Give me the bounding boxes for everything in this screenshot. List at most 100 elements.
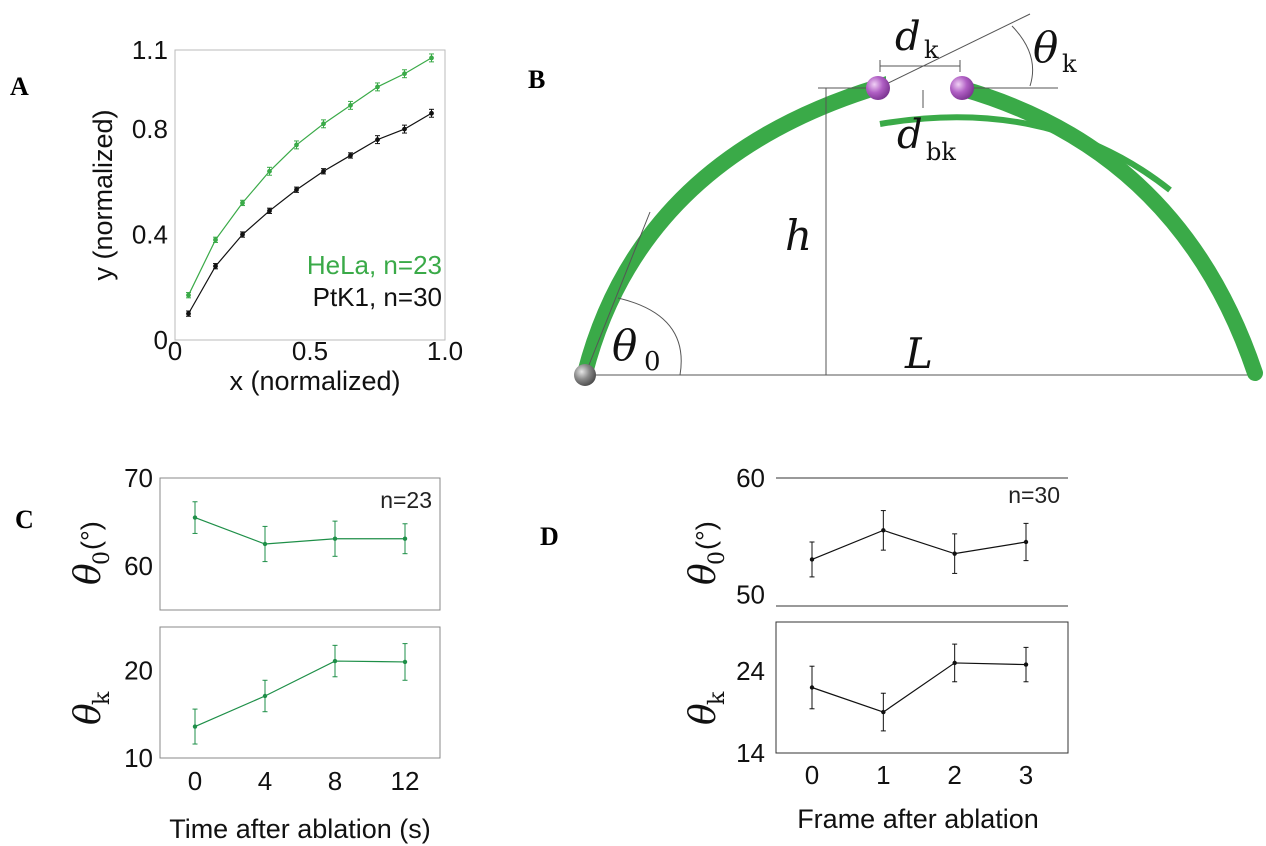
panel-c-top-series-point bbox=[262, 541, 268, 547]
base-tangent-line bbox=[584, 211, 651, 376]
panel-c-x-axis-label: Time after ablation (s) bbox=[169, 814, 431, 844]
theta-0-arc bbox=[617, 297, 682, 376]
panel-a-series-ptk1-point bbox=[186, 311, 191, 317]
panel-d-bottom-series-point bbox=[952, 660, 957, 666]
panel-d-top-series-point bbox=[1023, 539, 1029, 545]
label-theta-k-sub: k bbox=[1062, 50, 1077, 78]
panel-d-bottom-series-point bbox=[1023, 662, 1029, 667]
panel-a-y-tick-label: 0.8 bbox=[132, 114, 168, 144]
panel-d-top-ylabel-sub: 0 bbox=[705, 551, 730, 565]
panel-d-top-series-point bbox=[881, 528, 886, 533]
panel-a-y-tick-label: 0 bbox=[154, 325, 168, 355]
panel-d-bottom-series-point bbox=[881, 709, 886, 715]
label-h: h bbox=[785, 211, 812, 260]
panel-c-bottom-ylabel-sub: k bbox=[90, 691, 115, 705]
fiber-right-band bbox=[952, 80, 1263, 381]
panel-a-series-ptk1-point bbox=[267, 208, 272, 214]
panel-a-series-ptk1-point bbox=[240, 232, 245, 237]
panel-d-x-tick-label: 2 bbox=[947, 760, 961, 790]
fiber-inner-arc bbox=[879, 114, 1172, 193]
panel-c-top-ylabel-unit: (°) bbox=[76, 521, 106, 550]
panel-d-top-ylabel-unit: (°) bbox=[691, 521, 721, 550]
panel-a-y-tick-label: 0.4 bbox=[132, 220, 168, 250]
panel-a-series-hela-point bbox=[240, 200, 245, 206]
panel-d-top-ylabel-symbol: θ bbox=[683, 563, 724, 585]
panel-c-top-series-point bbox=[192, 515, 198, 520]
panel-label-b: B bbox=[528, 65, 545, 94]
panel-a-series-ptk1-point bbox=[429, 110, 434, 116]
panel-c-bottom-series-point bbox=[262, 693, 268, 699]
panel-d-x-tick-label: 3 bbox=[1019, 760, 1033, 790]
panel-d-bottom-y-tick-label: 24 bbox=[736, 656, 765, 686]
panel-c-bottom-ylabel: θ k bbox=[68, 691, 115, 725]
panel-a-series-ptk1-point bbox=[321, 168, 326, 174]
panel-c-bottom-series-point bbox=[192, 724, 198, 729]
panel-c-bottom-series-point bbox=[402, 659, 408, 665]
panel-a-series-hela-point bbox=[348, 102, 353, 108]
legend-ptk1: PtK1, n=30 bbox=[313, 282, 442, 312]
panel-c-x-tick-label: 4 bbox=[258, 766, 272, 796]
panel-c-bottom-y-tick-label: 20 bbox=[124, 656, 153, 686]
panel-d-top-y-tick-label: 60 bbox=[736, 463, 765, 493]
panel-a-series-hela-point bbox=[267, 168, 272, 174]
panel-d-x-axis-label: Frame after ablation bbox=[797, 804, 1039, 834]
label-theta-0: θ bbox=[612, 321, 637, 370]
panel-a-series-hela-point bbox=[294, 142, 299, 148]
panel-d-x-tick-label: 1 bbox=[876, 760, 890, 790]
label-dbk-sub: bk bbox=[926, 138, 956, 166]
label-dk-sub: k bbox=[924, 36, 939, 64]
panel-c-bottom-y-tick-label: 10 bbox=[124, 743, 153, 773]
panel-c-top-y-tick-label: 70 bbox=[124, 463, 153, 493]
panel-d-top-series-point bbox=[952, 551, 957, 556]
panel-label-a: A bbox=[10, 72, 29, 101]
panel-a-x-tick-label: 0.5 bbox=[292, 336, 328, 366]
panel-c-chart: 0 4 8 12 60 70 10 20 n=23 θ 0 (°) θ k Time afte… bbox=[68, 463, 441, 844]
panel-c-top-series-point bbox=[332, 536, 338, 541]
panel-d-top-ylabel: θ 0 (°) bbox=[683, 521, 730, 585]
panel-d-top-series-line bbox=[811, 529, 1027, 561]
panel-c-bottom-ylabel-symbol: θ bbox=[68, 703, 109, 725]
panel-a-series-hela-point bbox=[402, 71, 407, 77]
panel-c-bottom-series-point bbox=[332, 658, 338, 664]
panel-d-top-y-tick-label: 50 bbox=[736, 579, 765, 609]
panel-c-top-frame bbox=[159, 477, 441, 611]
fiber-left-band bbox=[577, 76, 886, 381]
panel-a-x-axis-label: x (normalized) bbox=[229, 366, 400, 396]
panel-c-x-tick-label: 0 bbox=[188, 766, 202, 796]
panel-label-c: C bbox=[15, 505, 34, 534]
panel-a-y-axis-label: y (normalized) bbox=[88, 109, 118, 280]
panel-c-x-tick-label: 8 bbox=[328, 766, 342, 796]
panel-a-series-ptk1-point bbox=[294, 187, 299, 193]
panel-a-series-hela-point bbox=[186, 292, 191, 298]
panel-a-series-ptk1-point bbox=[348, 153, 353, 158]
panel-a-series-hela-line bbox=[187, 57, 432, 296]
panel-a-plot-frame bbox=[174, 49, 446, 341]
panel-d-bottom-ylabel-sub: k bbox=[705, 691, 730, 705]
panel-d-bottom-y-tick-label: 14 bbox=[736, 738, 765, 768]
kink-sphere-left bbox=[866, 76, 890, 100]
panel-d-bottom-ylabel-symbol: θ bbox=[683, 703, 724, 725]
label-L: L bbox=[904, 329, 933, 378]
kink-sphere-right bbox=[950, 76, 974, 100]
legend-hela: HeLa, n=23 bbox=[307, 250, 442, 280]
theta-k-arc bbox=[1011, 25, 1034, 87]
panel-d-bottom-frame bbox=[775, 621, 1069, 754]
anchor-sphere bbox=[574, 364, 596, 386]
panel-c-top-series-line bbox=[194, 517, 405, 545]
panel-d-bottom-series-point bbox=[809, 685, 815, 690]
panel-d-x-tick-label: 0 bbox=[805, 760, 819, 790]
label-dk: d bbox=[895, 14, 921, 60]
panel-a-series-hela-point bbox=[429, 55, 434, 61]
panel-a-series-hela-point bbox=[213, 237, 218, 243]
panel-a-chart: 0 0.5 1.0 0 0.4 0.8 1.1 x (normalized) y (norm… bbox=[88, 35, 463, 396]
label-dbk: d bbox=[897, 112, 923, 158]
panel-a-y-tick-label: 1.1 bbox=[132, 35, 168, 65]
panel-a-series-ptk1-point bbox=[402, 126, 407, 132]
panel-c-top-series-point bbox=[402, 536, 408, 541]
panel-d-n-label: n=30 bbox=[1008, 482, 1060, 508]
label-theta-0-sub: 0 bbox=[644, 347, 661, 377]
panel-a-x-tick-label: 0 bbox=[168, 336, 182, 366]
panel-a-series-ptk1-point bbox=[213, 263, 218, 269]
panel-c-top-ylabel: θ 0 (°) bbox=[68, 521, 115, 585]
